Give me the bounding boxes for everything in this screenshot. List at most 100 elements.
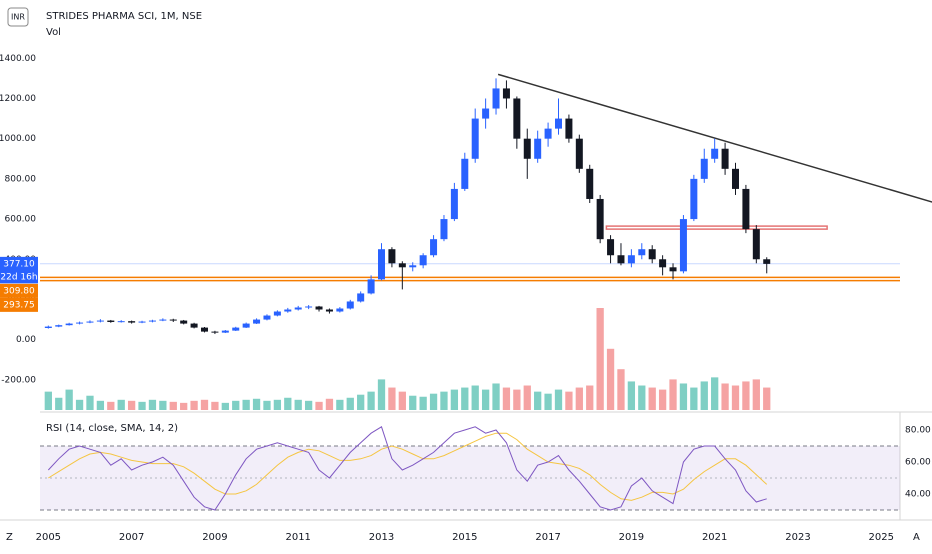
- rsi-line: [47, 426, 767, 511]
- candle-body: [294, 307, 302, 310]
- candle-body: [284, 309, 292, 312]
- volume-bar: [367, 391, 375, 410]
- volume-bar: [117, 399, 125, 410]
- volume-bar: [606, 348, 615, 410]
- volume-bar: [679, 383, 688, 410]
- candle-body: [180, 320, 188, 324]
- candle-body: [367, 279, 375, 294]
- candle-body: [690, 178, 698, 220]
- volume-bar: [252, 398, 261, 410]
- price-tag: [0, 283, 38, 298]
- volume-bar: [481, 389, 490, 410]
- volume-bar: [96, 400, 105, 410]
- candle-body: [211, 331, 219, 333]
- volume-bar: [596, 308, 604, 410]
- volume-bar: [346, 397, 354, 410]
- volume-bar: [554, 389, 563, 410]
- candle-body: [336, 308, 344, 312]
- volume-bar: [711, 377, 719, 410]
- rsi-label: RSI (14, close, SMA, 14, 2): [46, 423, 178, 434]
- volume-bar: [534, 391, 542, 410]
- volume-bar: [200, 399, 209, 410]
- volume-bar: [242, 399, 250, 410]
- x-tick-label: 2009: [202, 532, 227, 543]
- auto-icon[interactable]: A: [913, 532, 920, 543]
- candle-body: [679, 219, 687, 272]
- x-tick-label: 2025: [869, 532, 894, 543]
- volume-bar: [357, 394, 365, 410]
- candle-body: [721, 148, 729, 169]
- candle-body: [711, 148, 719, 159]
- candle-body: [627, 255, 635, 264]
- candle-body: [544, 128, 552, 139]
- volume-bar: [658, 389, 667, 410]
- candle-body: [742, 188, 750, 230]
- candle-body: [96, 320, 104, 322]
- volume-bar: [638, 385, 646, 410]
- candle-body: [253, 319, 261, 324]
- volume-bar: [44, 391, 52, 410]
- candle-body: [305, 306, 313, 308]
- volume-bar: [690, 387, 698, 410]
- volume-bar: [700, 381, 708, 410]
- zoom-icon[interactable]: Z: [6, 532, 13, 543]
- candle-body: [731, 168, 739, 189]
- volume-bar: [180, 402, 188, 410]
- x-tick-label: 2021: [702, 532, 727, 543]
- rsi-tick-label: 40.00: [905, 490, 931, 500]
- volume-bar: [648, 387, 656, 410]
- candle-body: [169, 319, 177, 321]
- currency: INR: [11, 13, 25, 22]
- x-tick-label: 2023: [785, 532, 810, 543]
- volume-bar: [544, 393, 552, 410]
- volume-bar: [190, 400, 198, 410]
- candle-body: [565, 118, 573, 139]
- candle-body: [523, 138, 531, 159]
- volume-bar: [107, 401, 115, 410]
- candle-body: [596, 198, 604, 240]
- volume-bar: [377, 379, 386, 410]
- candle-body: [201, 327, 209, 332]
- candle-body: [450, 188, 458, 220]
- candle-body: [763, 259, 771, 264]
- countdown-label: 22d 16h: [0, 272, 37, 282]
- x-tick-label: 2019: [619, 532, 644, 543]
- candle-body: [107, 320, 115, 322]
- y-tick-label: 0.00: [16, 335, 36, 345]
- candle-body: [575, 138, 583, 169]
- candle-body: [461, 158, 469, 189]
- candle-body: [357, 293, 365, 302]
- currency-badge[interactable]: [7, 7, 29, 27]
- volume-bar: [617, 369, 625, 410]
- price-tag: [0, 256, 38, 271]
- volume-bar: [284, 397, 292, 410]
- candle-body: [378, 249, 386, 280]
- volume-bar: [627, 381, 636, 410]
- volume-bar: [742, 381, 750, 410]
- volume-bar: [86, 395, 94, 410]
- rsi-tick-label: 60.00: [905, 458, 931, 468]
- zone: [605, 225, 828, 230]
- price-tag-label: 377.10: [3, 259, 35, 269]
- volume-bar: [721, 383, 729, 410]
- candle-body: [44, 326, 52, 328]
- candle-body: [388, 249, 396, 264]
- volume-label: Vol: [46, 27, 61, 38]
- candle-body: [586, 168, 594, 199]
- candle-body: [534, 138, 542, 159]
- candle-body: [159, 319, 167, 321]
- candle-body: [482, 108, 490, 119]
- volume-bar: [336, 399, 344, 410]
- candle-body: [65, 323, 73, 326]
- candle-body: [315, 306, 323, 310]
- candle-body: [513, 98, 521, 139]
- volume-bar: [294, 399, 302, 410]
- candle-body: [117, 321, 125, 323]
- volume-bar: [565, 391, 573, 410]
- volume-bar: [731, 385, 740, 410]
- y-tick-label: 600.00: [5, 215, 37, 225]
- candle-body: [659, 259, 667, 268]
- candle-body: [128, 321, 136, 323]
- volume-bar: [148, 399, 157, 410]
